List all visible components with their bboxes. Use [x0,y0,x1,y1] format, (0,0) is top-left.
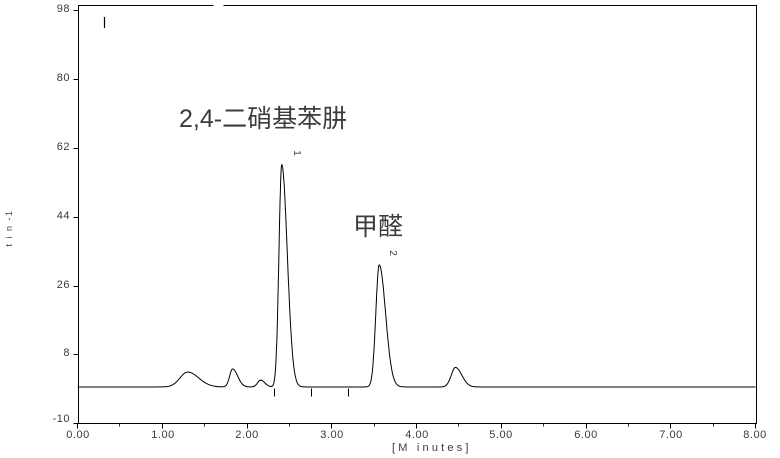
svg-text:1: 1 [291,150,302,156]
svg-text:2: 2 [387,250,398,256]
